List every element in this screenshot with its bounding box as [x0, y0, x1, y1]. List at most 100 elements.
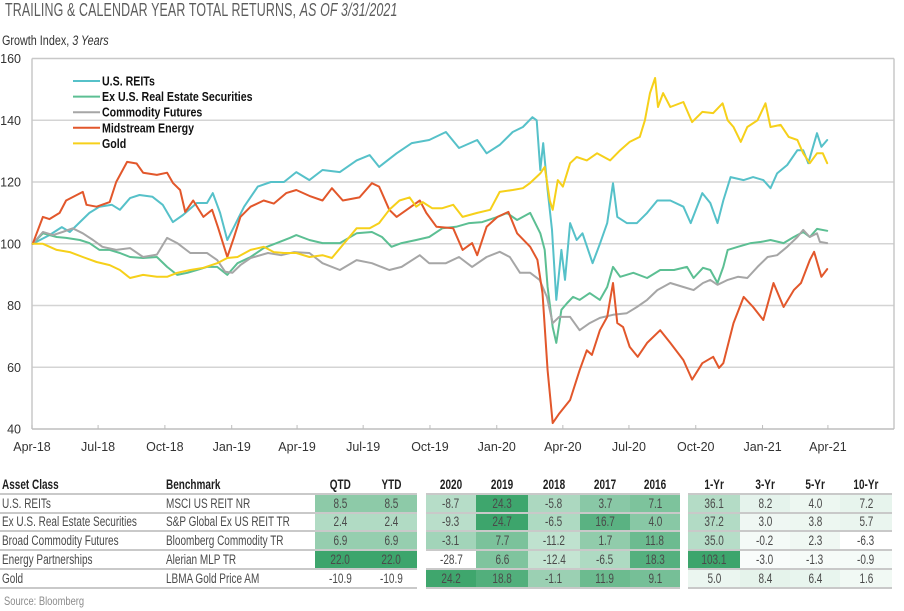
return-cell: 3.7 — [580, 494, 630, 514]
header-10-yr: 10-Yr — [840, 476, 892, 495]
x-tick-label: Jan-21 — [743, 440, 781, 454]
return-cell: 6.4 — [790, 569, 840, 589]
header-2016-text: 2016 — [643, 476, 667, 492]
return-cell: 3.8 — [790, 513, 840, 533]
x-tick-label: Oct-20 — [677, 440, 715, 454]
return-cell: 8.5 — [366, 494, 417, 514]
return-cell: -28.7 — [426, 551, 476, 570]
benchmark-cell-text: MSCI US REIT NR — [166, 495, 251, 511]
header-5-yr-text: 5-Yr — [805, 476, 825, 492]
return-cell-text: 7.7 — [495, 533, 509, 549]
series-line-midstream-energy — [31, 160, 829, 425]
y-tick-label: 40 — [7, 423, 21, 437]
return-cell-text: 11.8 — [645, 533, 665, 549]
series-line-commodity-futures — [31, 227, 829, 332]
return-cell-text: 2.3 — [808, 533, 822, 549]
benchmark-cell-text: LBMA Gold Price AM — [166, 570, 260, 586]
x-tick-label: Jul-19 — [346, 440, 380, 454]
return-cell-text: 1.7 — [598, 533, 612, 549]
y-tick-label: 80 — [7, 299, 21, 313]
return-cell-text: 6.9 — [333, 533, 348, 549]
return-cell-text: -0.9 — [857, 552, 875, 568]
legend-item: U.S. REITs — [73, 75, 155, 89]
y-tick-label: 100 — [0, 237, 21, 251]
header-3-yr-text: 3-Yr — [755, 476, 775, 492]
return-cell-text: -12.4 — [542, 552, 566, 568]
header-2020-text: 2020 — [439, 476, 463, 492]
legend-item: Midstream Energy — [73, 122, 195, 136]
header-2020: 2020 — [426, 476, 476, 495]
return-cell: 11.9 — [580, 569, 630, 589]
return-cell-text: 8.2 — [758, 495, 772, 511]
column-gap — [680, 570, 688, 589]
y-tick-label: 120 — [0, 176, 21, 190]
subtitle-main: Growth Index, — [2, 33, 70, 48]
title-date: AS OF 3/31/2021 — [299, 0, 398, 20]
asset-class-cell-text: Energy Partnerships — [2, 552, 93, 568]
benchmark-cell-text: S&P Global Ex US REIT TR — [166, 514, 290, 530]
header-5-yr: 5-Yr — [790, 476, 840, 495]
return-cell: 11.8 — [630, 532, 680, 552]
x-tick-label: Jul-20 — [612, 440, 646, 454]
return-cell: 6.9 — [315, 532, 366, 552]
legend-item: Commodity Futures — [73, 106, 202, 120]
return-cell-text: -5.8 — [545, 495, 563, 511]
header-2017: 2017 — [580, 476, 630, 495]
column-gap — [680, 514, 688, 533]
return-cell: 24.7 — [476, 513, 528, 533]
column-gap — [417, 476, 426, 495]
header-asset-class: Asset Class — [0, 476, 164, 495]
return-cell-text: 8.5 — [384, 495, 399, 511]
x-tick-label: Jan-20 — [478, 440, 516, 454]
y-tick-label: 60 — [7, 361, 21, 375]
return-cell-text: 2.4 — [333, 514, 348, 530]
header-1-yr-text: 1-Yr — [704, 476, 724, 492]
return-cell-text: 18.8 — [492, 570, 512, 586]
return-cell: -1.3 — [790, 551, 840, 570]
return-cell-text: 16.7 — [595, 514, 615, 530]
x-tick-label: Apr-19 — [278, 440, 316, 454]
header-1-yr: 1-Yr — [688, 476, 740, 495]
benchmark-cell: Bloomberg Commodity TR — [164, 532, 315, 552]
return-cell: 1.7 — [580, 532, 630, 552]
return-cell-text: 24.2 — [441, 570, 461, 586]
return-cell-text: 9.1 — [648, 570, 662, 586]
x-tick-label: Oct-18 — [146, 440, 184, 454]
return-cell: -3.1 — [426, 532, 476, 552]
header-2018-text: 2018 — [542, 476, 566, 492]
return-cell-text: 4.0 — [648, 514, 662, 530]
return-cell-text: -8.7 — [442, 495, 460, 511]
asset-class-cell-text: Gold — [2, 570, 24, 586]
header-ytd-text: YTD — [381, 476, 402, 492]
return-cell: 18.8 — [476, 569, 528, 589]
header-3-yr: 3-Yr — [740, 476, 790, 495]
x-tick-label: Apr-20 — [544, 440, 582, 454]
return-cell-text: 8.5 — [333, 495, 348, 511]
return-cell: 7.2 — [840, 494, 892, 514]
return-cell-text: 35.0 — [704, 533, 724, 549]
x-tick-label: Apr-18 — [13, 440, 51, 454]
return-cell: 4.0 — [630, 513, 680, 533]
subtitle-period: 3 Years — [72, 33, 109, 48]
benchmark-cell-text: Bloomberg Commodity TR — [166, 533, 284, 549]
return-cell: -6.5 — [580, 551, 630, 570]
header-10-yr-text: 10-Yr — [853, 476, 879, 492]
header-2018: 2018 — [528, 476, 580, 495]
return-cell-text: 8.4 — [758, 570, 772, 586]
header-qtd-text: QTD — [329, 476, 352, 492]
column-gap — [680, 495, 688, 514]
return-cell: 18.3 — [630, 551, 680, 570]
return-cell: -12.4 — [528, 551, 580, 570]
return-cell-text: 6.6 — [495, 552, 509, 568]
legend-label: Midstream Energy — [102, 122, 195, 136]
legend-label: Ex U.S. Real Estate Securities — [102, 90, 253, 104]
return-cell: 1.6 — [840, 569, 892, 589]
asset-class-cell: Broad Commodity Futures — [0, 532, 164, 552]
benchmark-cell: LBMA Gold Price AM — [164, 570, 315, 589]
benchmark-cell: MSCI US REIT NR — [164, 495, 315, 514]
return-cell: 4.0 — [790, 494, 840, 514]
column-gap — [680, 551, 688, 570]
return-cell: 8.4 — [740, 569, 790, 589]
return-cell-text: 5.7 — [859, 514, 873, 530]
